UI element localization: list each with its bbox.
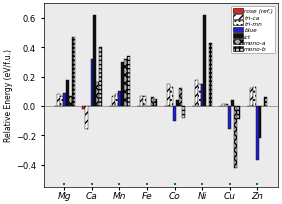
Bar [72, 38, 74, 106]
Bar [182, 106, 185, 118]
Bar [170, 88, 173, 106]
Bar [96, 83, 99, 106]
Bar [209, 44, 212, 106]
Bar [259, 106, 261, 139]
Bar [250, 89, 253, 106]
Bar [112, 96, 115, 106]
Bar [201, 84, 204, 106]
Bar [69, 96, 72, 106]
Bar [127, 57, 130, 106]
Bar [57, 95, 60, 106]
Bar [91, 60, 93, 106]
Bar [225, 105, 228, 106]
Bar [63, 93, 66, 106]
Bar [118, 92, 121, 106]
Bar [121, 63, 124, 106]
Bar [60, 96, 63, 106]
Bar [115, 95, 118, 106]
Bar [179, 89, 182, 106]
Bar [93, 16, 96, 106]
Y-axis label: Relative Energy (eV/f.u.): Relative Energy (eV/f.u.) [4, 49, 13, 142]
Bar [264, 98, 267, 106]
Bar [204, 16, 206, 106]
Bar [253, 88, 256, 106]
Bar [151, 98, 154, 106]
Bar [237, 106, 240, 120]
Bar [228, 106, 231, 130]
Bar [167, 84, 170, 106]
Bar [140, 96, 143, 106]
Bar [234, 106, 237, 168]
Bar [82, 106, 85, 109]
Bar [154, 99, 157, 106]
Bar [99, 48, 102, 106]
Bar [124, 60, 127, 106]
Bar [176, 101, 179, 106]
Bar [85, 106, 88, 130]
Bar [66, 80, 69, 106]
Bar [231, 101, 234, 106]
Bar [195, 80, 198, 106]
Bar [198, 84, 201, 106]
Bar [143, 96, 146, 106]
Legend: rose (ref.), tri-ca, tri-mn, blue, ict, mono-a, mono-b: rose (ref.), tri-ca, tri-mn, blue, ict, … [232, 7, 275, 54]
Bar [256, 106, 259, 161]
Bar [173, 106, 176, 121]
Bar [222, 105, 225, 106]
